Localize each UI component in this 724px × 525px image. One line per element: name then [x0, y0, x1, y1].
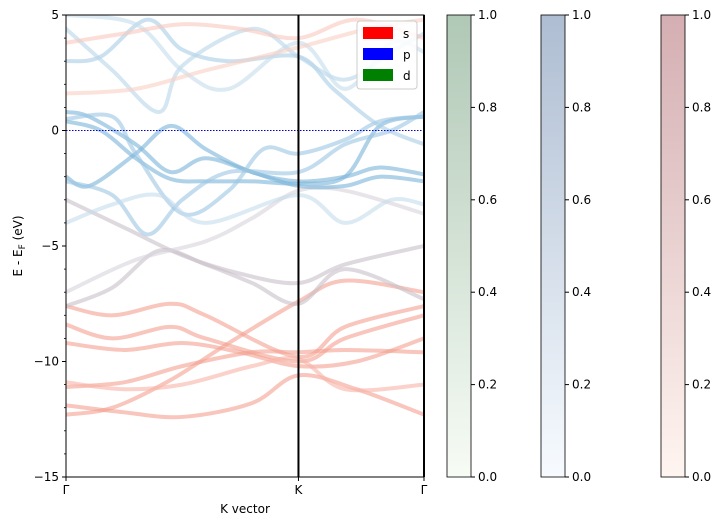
- x-tick-label: Γ: [421, 483, 428, 497]
- colorbar-tick-label: 0.6: [478, 193, 497, 207]
- colorbar-blue: 0.0 0.2 0.4 0.6 0.8 1.0: [540, 8, 591, 484]
- colorbar-tick-label: 0.0: [692, 470, 711, 484]
- colorbar-tick-label: 0.2: [478, 378, 497, 392]
- colorbar-tick-label: 1.0: [572, 8, 591, 22]
- legend-swatch-s: [363, 27, 393, 39]
- y-tick-label: −5: [41, 239, 59, 253]
- y-tick-label: 0: [51, 124, 59, 138]
- legend-swatch-p: [363, 48, 393, 60]
- band-line: [66, 110, 424, 190]
- band-line: [66, 185, 424, 295]
- colorbar-tick-label: 1.0: [478, 8, 497, 22]
- x-axis-label: K vector: [220, 502, 270, 516]
- band-structure-plot: Γ K Γ 5 0 −5 −10 −15 K vector E - EF (eV) spd: [11, 8, 428, 516]
- y-tick-label: 5: [51, 8, 59, 22]
- colorbar-tick-label: 0.0: [478, 470, 497, 484]
- colorbar-green: 0.0 0.2 0.4 0.6 0.8 1.0: [446, 8, 497, 484]
- band-line: [66, 192, 424, 225]
- y-tick-label: −10: [34, 355, 59, 369]
- band-line: [66, 247, 424, 309]
- legend-swatch-d: [363, 69, 393, 81]
- colorbar-red: 0.0 0.2 0.4 0.6 0.8 1.0: [660, 8, 711, 484]
- colorbar-tick-label: 0.8: [478, 100, 497, 114]
- colorbar-tick-label: 0.2: [572, 378, 591, 392]
- colorbar-tick-label: 0.6: [572, 193, 591, 207]
- colorbar-tick-label: 0.0: [572, 470, 591, 484]
- colorbar-tick-label: 0.2: [692, 378, 711, 392]
- x-tick-label: K: [295, 483, 304, 497]
- y-axis-ticks: 5 0 −5 −10 −15: [34, 8, 66, 484]
- y-tick-label: −15: [34, 470, 59, 484]
- legend-label-p: p: [403, 48, 411, 62]
- band-line: [66, 17, 424, 147]
- colorbar-tick-label: 0.8: [572, 100, 591, 114]
- band-line: [66, 301, 424, 359]
- colorbar-tick-label: 1.0: [692, 8, 711, 22]
- band-line: [66, 197, 424, 286]
- band-series-layer: [66, 15, 424, 420]
- band-line: [66, 114, 424, 186]
- band-line: [66, 356, 424, 393]
- colorbar-red-gradient: [660, 14, 686, 478]
- colorbar-tick-label: 0.4: [692, 285, 711, 299]
- band-line: [66, 278, 424, 417]
- colorbar-tick-label: 0.4: [478, 285, 497, 299]
- legend: spd: [356, 20, 418, 90]
- colorbar-tick-label: 0.4: [572, 285, 591, 299]
- colorbar-green-gradient: [446, 14, 472, 478]
- y-axis-label: E - EF (eV): [11, 215, 28, 276]
- colorbar-tick-label: 0.6: [692, 193, 711, 207]
- colorbars: 0.00.20.40.60.81.00.00.20.40.60.81.00.00…: [446, 8, 711, 484]
- band-line: [66, 313, 424, 364]
- legend-label-d: d: [403, 69, 411, 83]
- band-line: [66, 17, 424, 45]
- legend-label-s: s: [403, 27, 409, 41]
- band-line: [66, 347, 424, 389]
- colorbar-blue-gradient: [540, 14, 566, 478]
- x-tick-label: Γ: [63, 483, 70, 497]
- band-line: [66, 112, 424, 217]
- band-line: [66, 110, 424, 237]
- colorbar-tick-label: 0.8: [692, 100, 711, 114]
